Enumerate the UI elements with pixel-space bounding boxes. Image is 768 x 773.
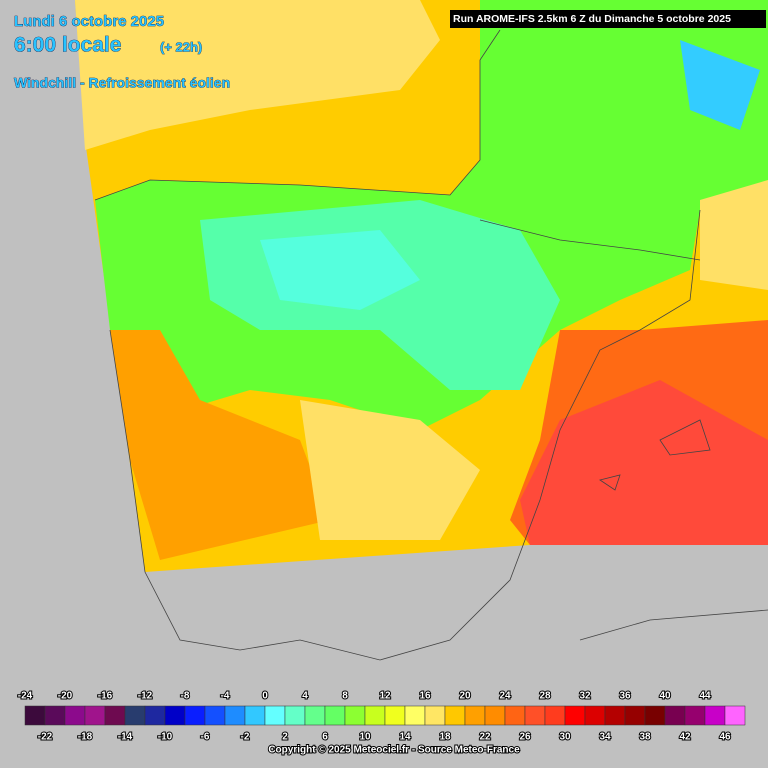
colorbar-label: 20 [459, 691, 471, 702]
colorbar-swatch [664, 705, 686, 726]
borders [94, 29, 768, 661]
colorbar-label: -18 [78, 732, 93, 743]
colorbar-label: -2 [241, 732, 250, 743]
colorbar-label: 8 [342, 691, 348, 702]
colorbar-swatch [344, 705, 366, 726]
colorbar-swatch [164, 705, 186, 726]
colorbar-label: 46 [719, 732, 731, 743]
colorbar-label: 18 [439, 732, 451, 743]
colorbar-swatch [464, 705, 486, 726]
colorbar-label: 14 [399, 732, 411, 743]
colorbar-label: 4 [302, 691, 308, 702]
colorbar-swatch [224, 705, 246, 726]
copyright: Copyright © 2025 Meteociel.fr - Source M… [268, 745, 520, 756]
colorbar-label: -10 [158, 732, 173, 743]
colorbar-swatch [324, 705, 346, 726]
colorbar-swatch [644, 705, 666, 726]
colorbar-swatch [524, 705, 546, 726]
colorbar-label: 40 [659, 691, 671, 702]
colorbar-label: 28 [539, 691, 551, 702]
colorbar-swatch [24, 705, 46, 726]
colorbar-label: -20 [58, 691, 73, 702]
parameter: Windchill - Refroissement éolien [14, 75, 230, 91]
colorbar-swatch [724, 705, 746, 726]
colorbar-swatch [144, 705, 166, 726]
colorbar-swatch [44, 705, 66, 726]
colorbar-swatch [384, 705, 406, 726]
colorbar-label: 42 [679, 732, 691, 743]
colorbar-label: 6 [322, 732, 328, 743]
run-info: Run AROME-IFS 2.5km 6 Z du Dimanche 5 oc… [453, 13, 731, 25]
colorbar-swatch [504, 705, 526, 726]
colorbar-swatch [84, 705, 106, 726]
colorbar-swatch [544, 705, 566, 726]
colorbar-label: -16 [98, 691, 113, 702]
model-domain [75, 0, 768, 572]
colorbar-swatch [484, 705, 506, 726]
colorbar-swatch [64, 705, 86, 726]
colorbar-label: 26 [519, 732, 531, 743]
colorbar-swatch [604, 705, 626, 726]
colorbar-label: -22 [38, 732, 53, 743]
colorbar-label: 0 [262, 691, 268, 702]
time: 6:00 locale [14, 34, 121, 57]
colorbar-label: 24 [499, 691, 511, 702]
colorbar-label: 38 [639, 732, 651, 743]
colorbar-label: 2 [282, 732, 288, 743]
colorbar-swatch [124, 705, 146, 726]
colorbar-swatch [684, 705, 706, 726]
colorbar-swatch [624, 705, 646, 726]
colorbar-swatch [244, 705, 266, 726]
colorbar-label: 32 [579, 691, 591, 702]
colorbar-swatch [304, 705, 326, 726]
colorbar-label: 12 [379, 691, 391, 702]
colorbar-swatch [264, 705, 286, 726]
colorbar-label: 22 [479, 732, 491, 743]
colorbar-label: 36 [619, 691, 631, 702]
colorbar-swatch [404, 705, 426, 726]
colorbar-swatch [704, 705, 726, 726]
colorbar-swatch [204, 705, 226, 726]
offset: (+ 22h) [160, 39, 202, 54]
colorbar-label: -24 [18, 691, 33, 702]
colorbar-label: 10 [359, 732, 371, 743]
colorbar-swatch [284, 705, 306, 726]
colorbar-label: 30 [559, 732, 571, 743]
colorbar-swatch [584, 705, 606, 726]
colorbar-swatch [564, 705, 586, 726]
colorbar-label: -8 [181, 691, 190, 702]
colorbar-label: -12 [138, 691, 153, 702]
colorbar-swatch [364, 705, 386, 726]
colorbar-label: 44 [699, 691, 711, 702]
colorbar-label: -14 [118, 732, 133, 743]
colorbar-swatch [424, 705, 446, 726]
colorbar-label: -6 [201, 732, 210, 743]
colorbar-swatch [104, 705, 126, 726]
colorbar-label: -4 [221, 691, 230, 702]
colorbar-swatch [444, 705, 466, 726]
colorbar-label: 34 [599, 732, 611, 743]
colorbar-swatch [184, 705, 206, 726]
date: Lundi 6 octobre 2025 [14, 13, 164, 30]
run-info-box [450, 10, 766, 28]
colorbar-label: 16 [419, 691, 431, 702]
colorbar: -24-22-20-18-16-14-12-10-8-6-4-202468101… [17, 690, 746, 744]
